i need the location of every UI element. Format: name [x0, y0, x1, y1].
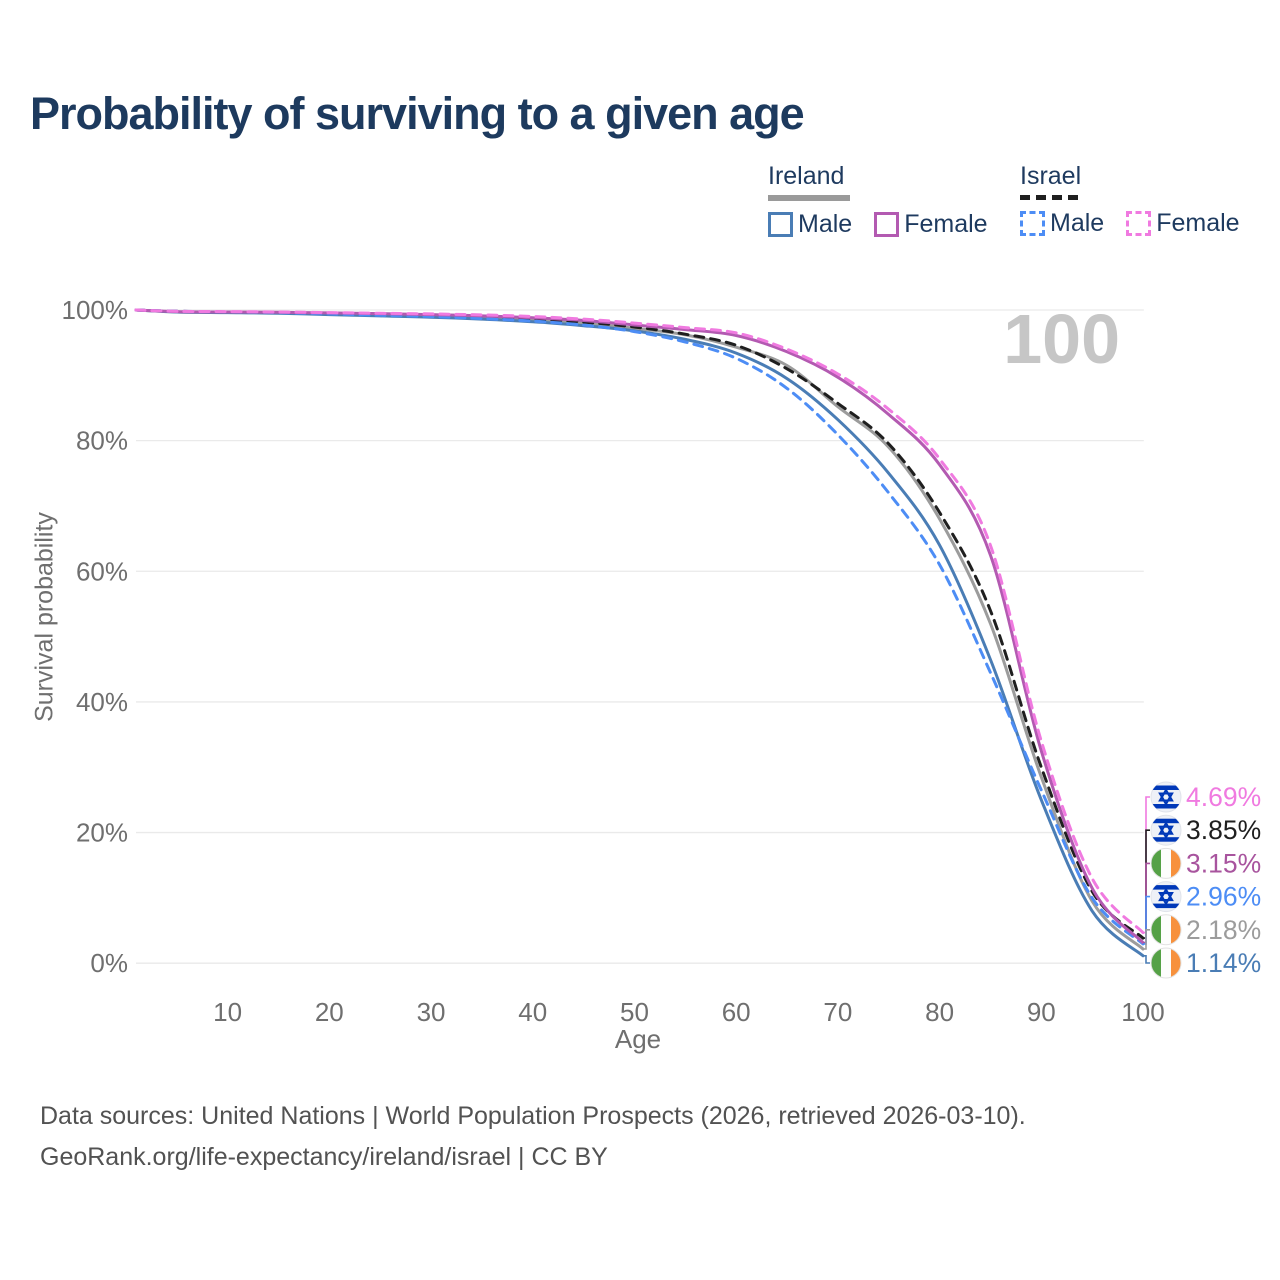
legend-item-ireland-female[interactable]: Female [874, 210, 988, 239]
legend-label-female: Female [1156, 209, 1240, 237]
legend-label-female: Female [904, 210, 988, 238]
age-counter-watermark: 100 [1003, 300, 1120, 378]
footer-attribution: GeoRank.org/life-expectancy/ireland/isra… [40, 1143, 608, 1171]
israel-flag-icon [1150, 781, 1182, 813]
legend-item-israel-female[interactable]: Female [1126, 209, 1240, 238]
y-tick-label: 80% [76, 426, 128, 456]
x-tick-label: 80 [925, 997, 954, 1027]
footer: Data sources: United Nations | World Pop… [40, 1096, 1026, 1178]
x-axis-title: Age [614, 1024, 662, 1054]
legend-label-male: Male [1050, 209, 1105, 237]
survival-curves [134, 308, 1145, 958]
curve-israel-total [134, 308, 1145, 940]
x-tick-label: 50 [620, 997, 649, 1027]
y-tick-label: 20% [76, 818, 128, 848]
x-tick-label: 10 [213, 997, 242, 1027]
x-tick-label: 60 [722, 997, 751, 1027]
israel-dashed-line-sample [1020, 195, 1084, 200]
end-value-israel-male: 2.96% [1186, 882, 1261, 912]
ireland-female-swatch [874, 212, 900, 237]
legend-group-israel: Israel Male Female [1020, 162, 1262, 238]
end-value-ireland-male: 1.14% [1186, 948, 1261, 978]
end-value-ireland-female: 3.15% [1186, 848, 1261, 878]
x-axis-ticks: 10 20 30 40 50 60 70 80 90 100 [213, 997, 1165, 1027]
legend-israel-title: Israel [1020, 162, 1082, 190]
israel-male-swatch [1020, 211, 1045, 236]
x-tick-label: 30 [417, 997, 446, 1027]
x-tick-label: 70 [823, 997, 852, 1027]
x-tick-label: 20 [315, 997, 344, 1027]
y-tick-label: 40% [76, 687, 128, 717]
legend-group-ireland: Ireland Male Female [768, 162, 1010, 239]
y-tick-label: 0% [90, 948, 128, 978]
footer-data-sources: Data sources: United Nations | World Pop… [40, 1102, 1026, 1130]
legend-item-ireland-male[interactable]: Male [768, 210, 852, 239]
israel-female-swatch [1126, 211, 1152, 236]
y-tick-label: 60% [76, 556, 128, 586]
ireland-flag-icon [1150, 914, 1182, 946]
curve-israel-female [134, 308, 1145, 935]
x-tick-label: 40 [518, 997, 547, 1027]
end-value-israel-total: 3.85% [1186, 815, 1261, 845]
gridlines: 0% 20% 40% 60% 80% 100% [62, 295, 1144, 978]
y-tick-label: 100% [62, 295, 129, 325]
curve-ireland-male [134, 308, 1145, 958]
x-tick-label: 100 [1121, 997, 1164, 1027]
x-tick-label: 90 [1027, 997, 1056, 1027]
y-axis-title: Survival probability [30, 512, 59, 722]
israel-flag-icon [1150, 881, 1182, 913]
end-value-labels: 4.69%3.85%3.15% 2.96%2.18%1.14% [1143, 781, 1261, 979]
ireland-male-swatch [768, 212, 793, 237]
curve-israel-male [134, 308, 1145, 946]
page-title: Probability of surviving to a given age [30, 88, 805, 139]
leader-line-ireland-male [1143, 955, 1150, 964]
legend-item-israel-male[interactable]: Male [1020, 209, 1104, 238]
leader-line-israel-male [1143, 895, 1150, 945]
end-value-israel-female: 4.69% [1186, 782, 1261, 812]
legend-label-male: Male [798, 210, 853, 238]
israel-flag-icon [1150, 814, 1182, 846]
end-value-ireland-total: 2.18% [1186, 915, 1261, 945]
legend-ireland-title: Ireland [768, 162, 845, 190]
leader-line-ireland-total [1143, 929, 1150, 950]
ireland-flag-icon [1150, 847, 1182, 879]
ireland-flag-icon [1150, 947, 1182, 979]
ireland-solid-line-sample [768, 195, 850, 201]
curve-ireland-total [134, 308, 1145, 951]
